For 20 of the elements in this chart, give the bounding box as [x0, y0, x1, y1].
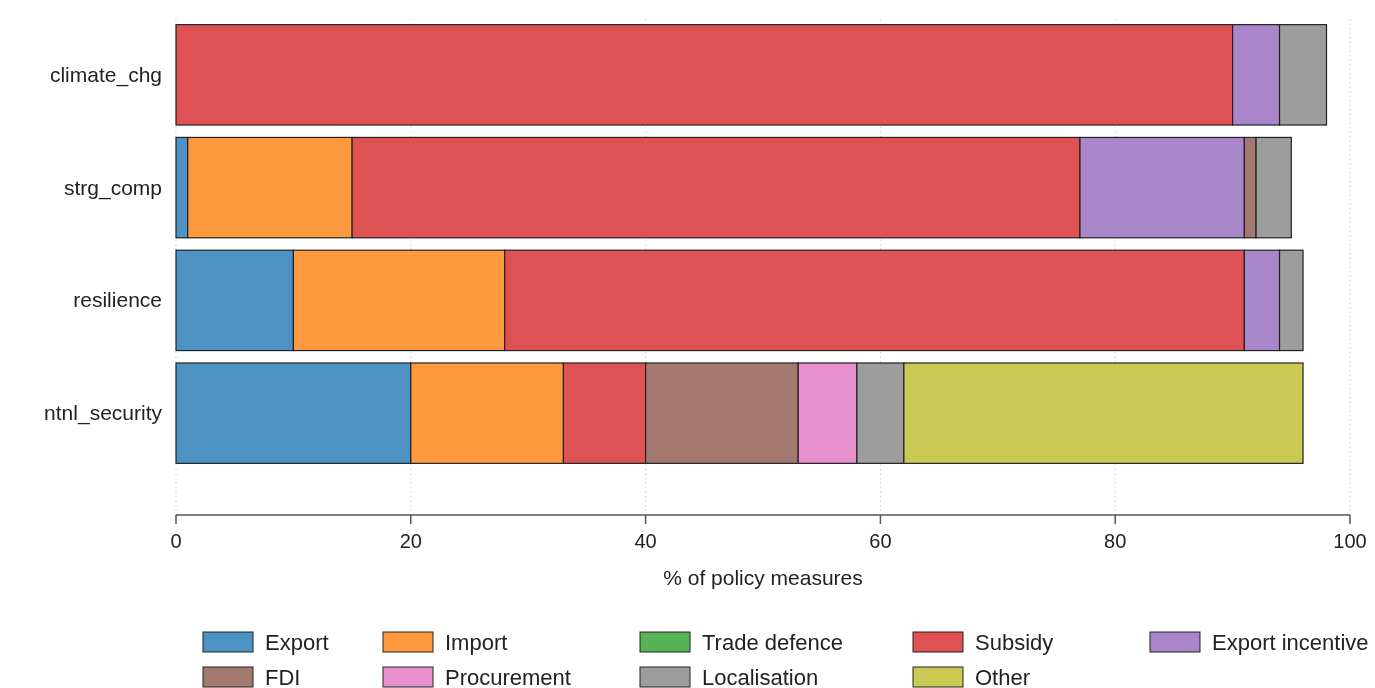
legend-label: Procurement: [445, 665, 571, 688]
legend-label: Trade defence: [702, 630, 844, 655]
legend-label: Export incentive: [1212, 630, 1369, 655]
x-tick-label: 40: [634, 530, 657, 552]
legend-label: Export: [265, 630, 329, 655]
x-tick-label: 20: [399, 530, 422, 552]
x-axis-title: % of policy measures: [663, 566, 863, 589]
y-tick-label: strg_comp: [63, 175, 162, 200]
x-tick-label: 100: [1333, 530, 1367, 552]
legend-label: Import: [445, 630, 508, 655]
y-tick-label: resilience: [73, 288, 162, 312]
x-tick-label: 0: [170, 530, 182, 552]
y-tick-label: ntnl_security: [44, 401, 163, 426]
legend-label: Other: [975, 665, 1031, 688]
x-tick-label: 60: [869, 530, 892, 552]
x-tick-label: 80: [1104, 530, 1127, 552]
y-tick-label: climate_chg: [49, 62, 162, 87]
legend-label: Subsidy: [975, 630, 1054, 655]
legend-label: FDI: [265, 665, 301, 688]
legend-label: Localisation: [702, 665, 819, 688]
